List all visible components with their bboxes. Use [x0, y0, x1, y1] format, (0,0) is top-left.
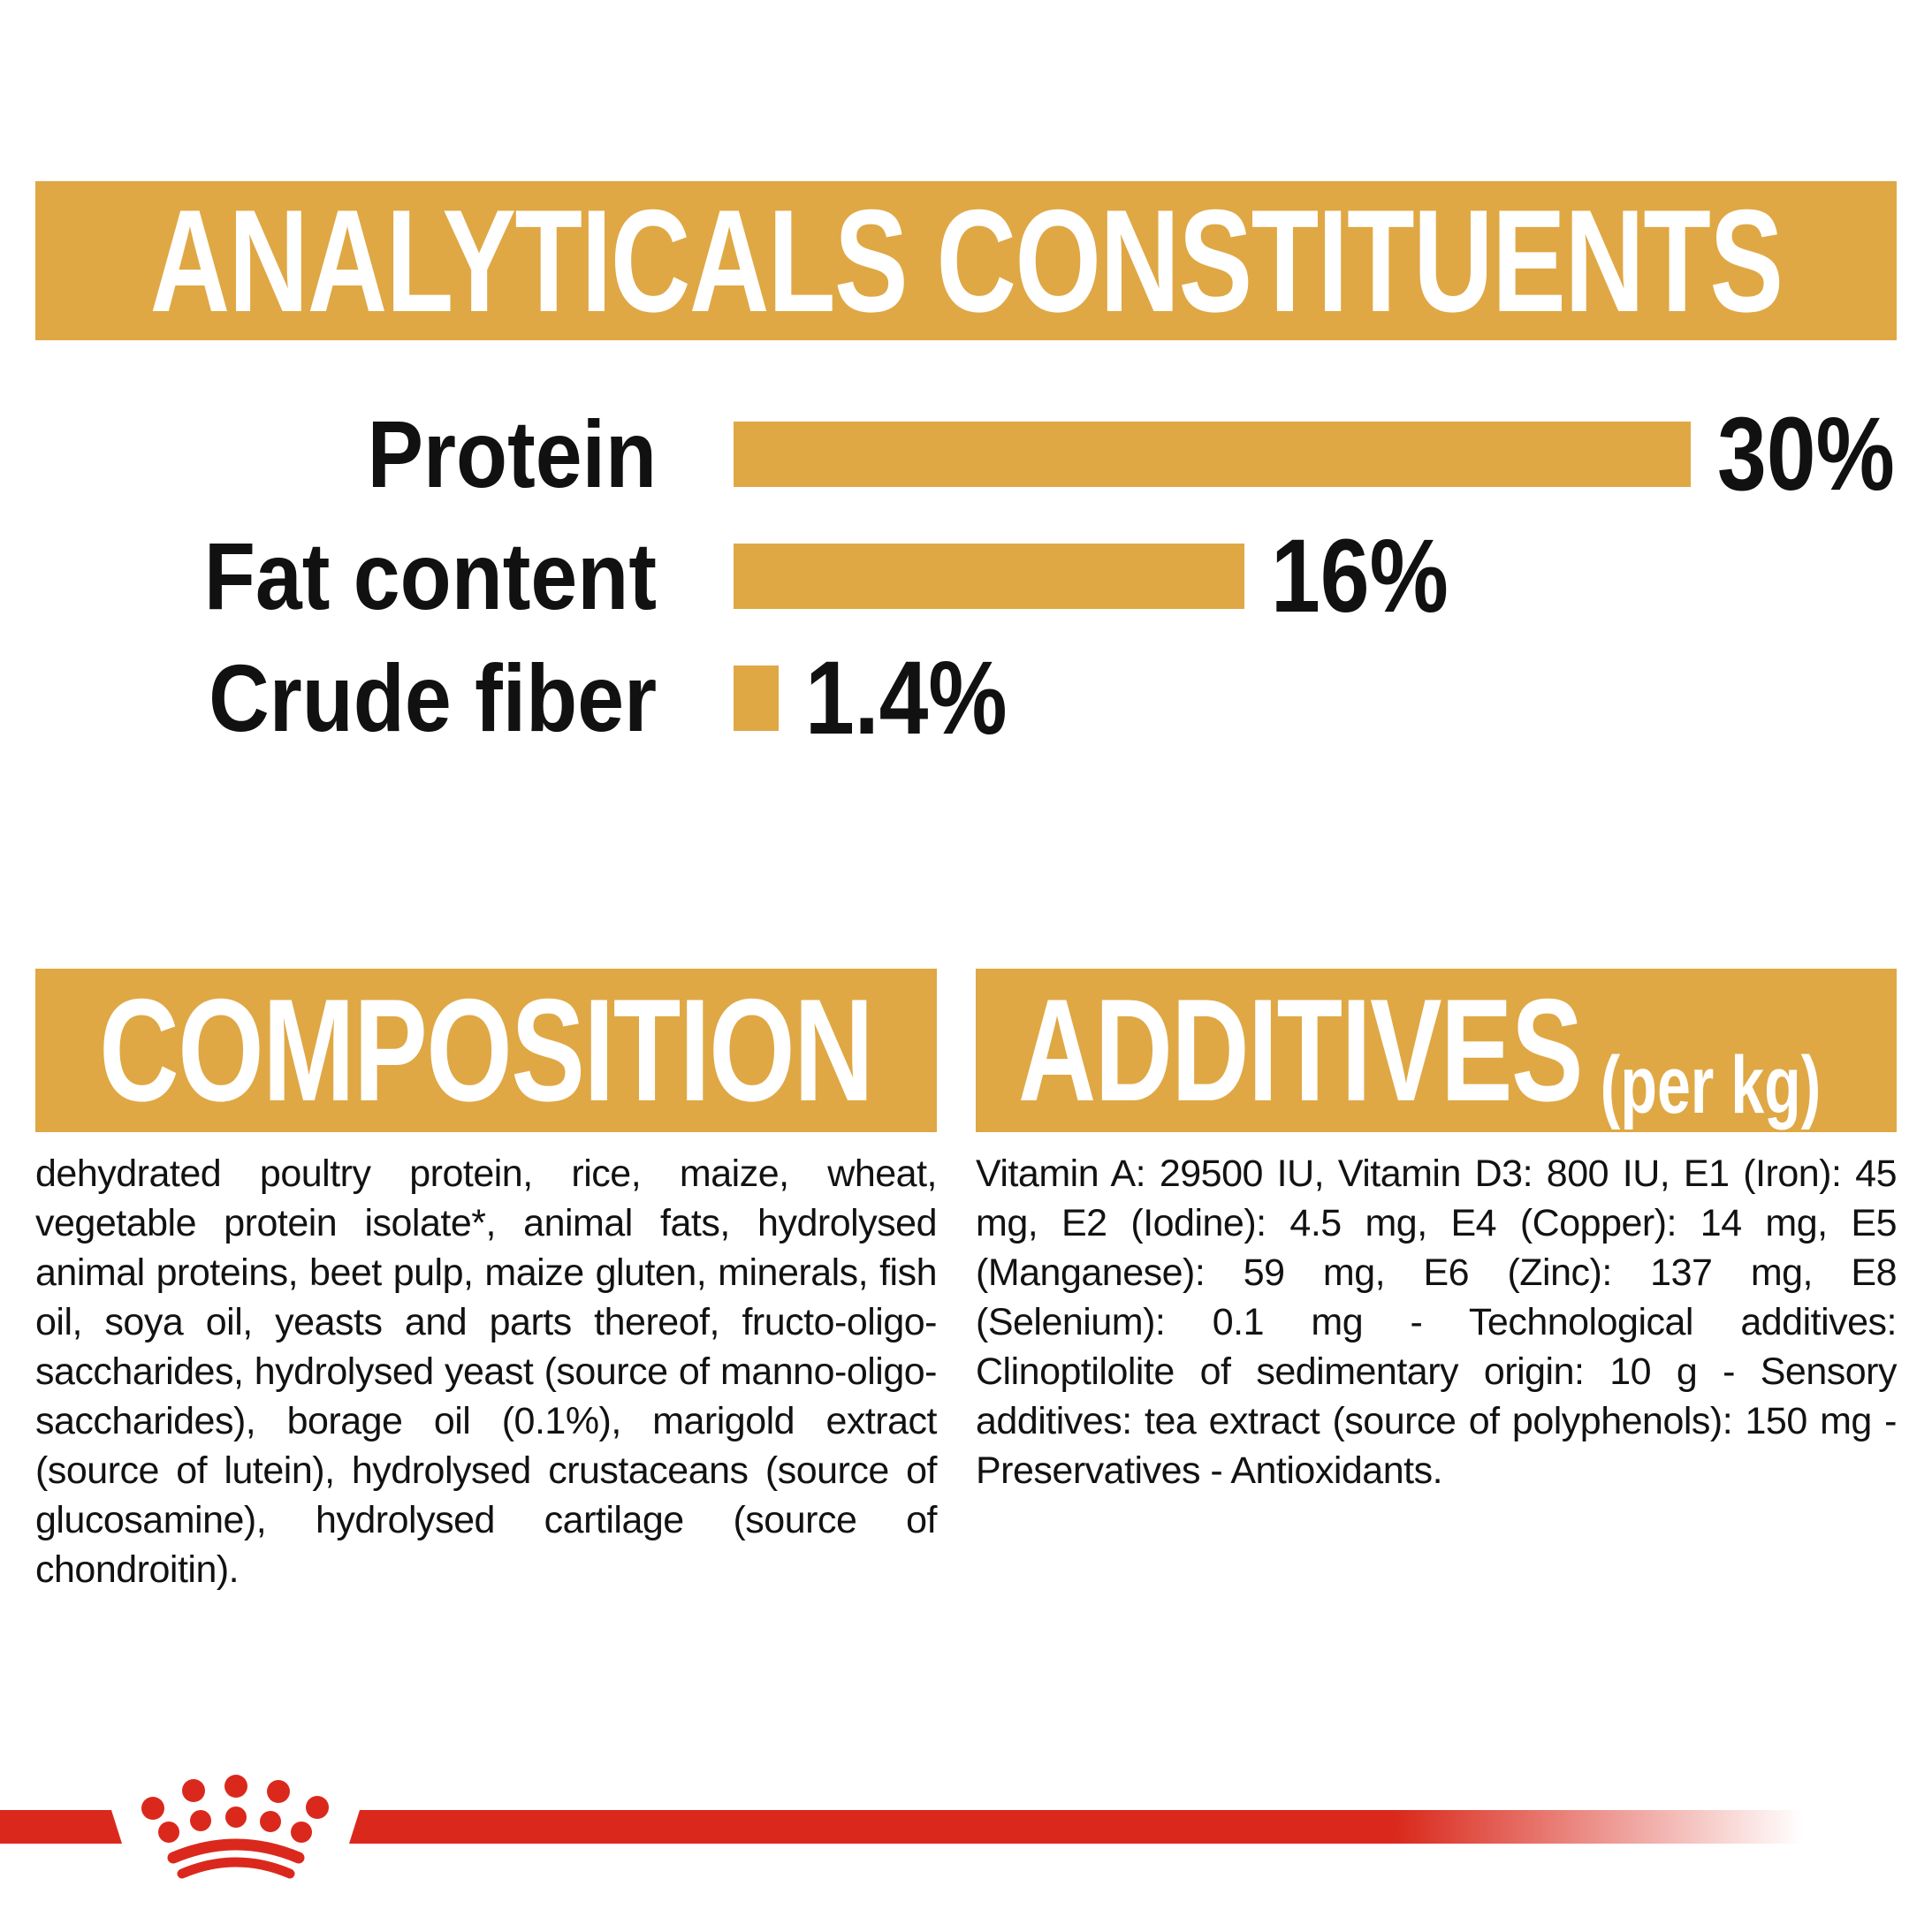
analyticals-banner: ANALYTICALS CONSTITUENTS	[35, 181, 1897, 340]
royal-canin-crown-icon	[141, 1775, 329, 1879]
chart-row-protein: Protein 30%	[0, 389, 1926, 520]
bar-crude-fiber	[734, 666, 779, 731]
page-title: ANALYTICALS CONSTITUENTS	[149, 179, 1784, 342]
composition-body: dehydrated poultry protein, rice, maize,…	[35, 1152, 938, 1591]
additives-unit: (per kg)	[1600, 1040, 1822, 1130]
composition-banner: COMPOSITION	[35, 969, 937, 1132]
brand-line-right	[349, 1810, 1803, 1844]
additives-title: ADDITIVES (per kg)	[1018, 969, 1822, 1131]
bar-value-crude-fiber: 1.4%	[805, 640, 1008, 757]
bar-protein	[734, 422, 1691, 487]
additives-body: Vitamin A: 29500 IU, Vitamin D3: 800 IU,…	[976, 1152, 1898, 1492]
composition-title: COMPOSITION	[99, 969, 874, 1131]
bar-value-protein: 30%	[1717, 396, 1895, 513]
bar-value-fat-content: 16%	[1271, 518, 1449, 635]
bar-label-crude-fiber: Crude fiber	[209, 644, 657, 751]
brand-line-left	[0, 1810, 122, 1844]
bar-fat-content	[734, 544, 1244, 609]
bar-label-fat-content: Fat content	[203, 522, 657, 629]
bar-label-protein: Protein	[367, 400, 657, 507]
chart-row-fat-content: Fat content 16%	[0, 511, 1479, 642]
chart-row-crude-fiber: Crude fiber 1.4%	[0, 633, 1043, 764]
additives-banner: ADDITIVES (per kg)	[976, 969, 1897, 1132]
